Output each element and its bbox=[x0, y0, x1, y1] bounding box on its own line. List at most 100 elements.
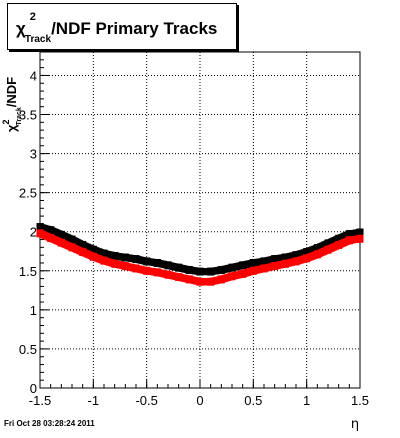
data-point bbox=[303, 248, 311, 257]
data-point bbox=[185, 275, 193, 284]
data-point bbox=[292, 251, 300, 260]
data-point bbox=[111, 259, 119, 268]
y-tick-label: 0.5 bbox=[19, 342, 37, 357]
data-point bbox=[57, 230, 65, 239]
data-point bbox=[239, 261, 247, 270]
data-point bbox=[47, 226, 55, 235]
data-point bbox=[335, 241, 343, 250]
y-tick-label: 3.5 bbox=[19, 108, 37, 123]
y-axis-title-sub: Track bbox=[16, 107, 23, 125]
data-point bbox=[68, 243, 76, 252]
y-axis-title-rest: /NDF bbox=[4, 77, 19, 107]
data-point bbox=[324, 239, 332, 248]
y-tick-label: 0 bbox=[30, 381, 37, 396]
data-point bbox=[303, 254, 311, 263]
y-tick-label: 4 bbox=[30, 68, 37, 83]
y-tick-label: 1.5 bbox=[19, 264, 37, 279]
data-point bbox=[89, 252, 97, 261]
data-point bbox=[345, 230, 353, 239]
data-point bbox=[324, 245, 332, 254]
data-point bbox=[164, 261, 172, 270]
data-point bbox=[217, 275, 225, 284]
data-point bbox=[185, 266, 193, 275]
x-tick-label: 0 bbox=[196, 393, 203, 408]
data-point bbox=[281, 253, 289, 262]
data-point bbox=[249, 258, 257, 267]
data-point bbox=[79, 241, 87, 250]
y-tick-label: 2.5 bbox=[19, 186, 37, 201]
data-point bbox=[121, 253, 129, 262]
data-point bbox=[121, 262, 129, 271]
grid-lines bbox=[40, 52, 360, 388]
data-point bbox=[100, 249, 108, 258]
chart-title-box: χ2 Track/NDF Primary Tracks bbox=[7, 3, 237, 50]
data-point bbox=[271, 262, 279, 271]
data-point bbox=[207, 277, 215, 286]
x-tick-label: 1 bbox=[303, 393, 310, 408]
data-point bbox=[335, 234, 343, 243]
data-point bbox=[143, 266, 151, 275]
data-point bbox=[79, 248, 87, 257]
data-point bbox=[111, 251, 119, 260]
data-point bbox=[356, 234, 364, 243]
data-point bbox=[196, 277, 204, 286]
y-tick-labels: 0 0.5 1 1.5 2 2.5 3 3.5 4 bbox=[19, 68, 37, 396]
x-tick-label: -0.5 bbox=[135, 393, 157, 408]
data-point bbox=[356, 228, 364, 237]
y-tick-label: 1 bbox=[30, 303, 37, 318]
data-point bbox=[260, 257, 268, 266]
series-0 bbox=[36, 223, 364, 276]
footer-timestamp: Fri Oct 28 03:28:24 2011 bbox=[4, 419, 95, 428]
data-point bbox=[153, 268, 161, 277]
data-point bbox=[164, 270, 172, 279]
data-point bbox=[313, 244, 321, 253]
x-tick-label: -1.5 bbox=[29, 393, 51, 408]
data-point bbox=[228, 272, 236, 281]
data-point bbox=[281, 259, 289, 268]
data-point bbox=[292, 257, 300, 266]
data-point bbox=[36, 223, 44, 232]
data-point bbox=[239, 269, 247, 278]
data-point bbox=[228, 263, 236, 272]
data-point bbox=[271, 255, 279, 264]
data-point bbox=[57, 238, 65, 247]
data-series bbox=[36, 223, 364, 286]
x-tick-labels: -1.5 -1 -0.5 0 0.5 1 1.5 bbox=[29, 393, 369, 408]
x-axis-title: η bbox=[351, 417, 359, 432]
y-tick-label: 3 bbox=[30, 147, 37, 162]
data-point bbox=[68, 235, 76, 244]
x-tick-label: 1.5 bbox=[351, 393, 369, 408]
data-point bbox=[313, 250, 321, 259]
data-point bbox=[100, 256, 108, 265]
x-tick-label: -1 bbox=[88, 393, 100, 408]
data-point bbox=[132, 255, 140, 264]
y-axis-title: χ2 Track/NDF bbox=[1, 77, 23, 132]
data-point bbox=[175, 263, 183, 272]
chart-title-chi: χ bbox=[16, 19, 26, 38]
series-1 bbox=[36, 229, 364, 286]
data-point bbox=[249, 266, 257, 275]
chart-title-svg: χ2 Track/NDF Primary Tracks bbox=[16, 11, 217, 45]
y-axis-title-chi: χ bbox=[4, 124, 19, 132]
data-point bbox=[36, 229, 44, 238]
data-point bbox=[175, 273, 183, 282]
data-point bbox=[260, 264, 268, 273]
data-point bbox=[132, 264, 140, 273]
y-tick-label: 2 bbox=[30, 225, 37, 240]
data-point bbox=[153, 258, 161, 267]
y-axis-title-sup: 2 bbox=[1, 120, 11, 125]
x-tick-label: 0.5 bbox=[244, 393, 262, 408]
data-point bbox=[89, 245, 97, 254]
chart-title-sub: Track bbox=[25, 34, 52, 45]
chart-title-rest: /NDF Primary Tracks bbox=[51, 19, 217, 38]
chart-title-sup: 2 bbox=[30, 11, 36, 23]
data-point bbox=[207, 267, 215, 276]
data-point bbox=[196, 267, 204, 276]
data-point bbox=[47, 233, 55, 242]
data-point bbox=[217, 266, 225, 275]
data-point bbox=[143, 257, 151, 266]
